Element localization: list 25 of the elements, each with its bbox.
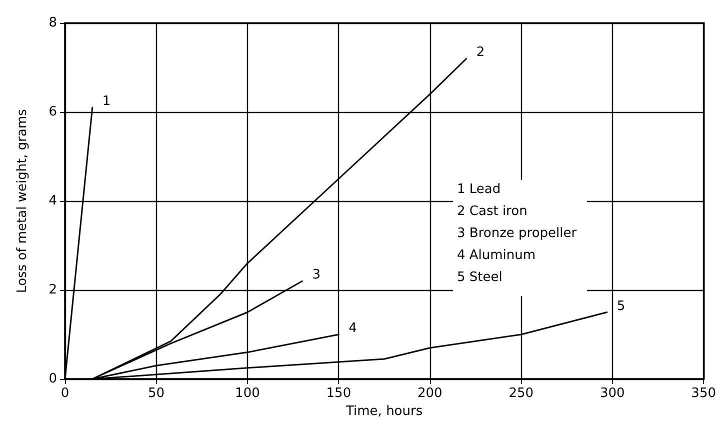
- y-tick-label: 0: [48, 372, 57, 386]
- annotation: 2 Cast iron: [457, 204, 528, 219]
- x-tick-label: 350: [691, 386, 716, 401]
- x-tick-label: 300: [600, 386, 625, 401]
- x-tick-label: 250: [508, 386, 534, 401]
- y-tick-label: 4: [48, 194, 57, 208]
- y-tick-label: 6: [48, 104, 57, 120]
- y-tick-label: 8: [48, 16, 57, 30]
- y-tick-label: 2: [48, 282, 57, 298]
- x-tick-label: 200: [417, 386, 442, 401]
- y-axis-title: Loss of metal weight, grams: [15, 108, 30, 293]
- x-tick-label: 100: [235, 386, 260, 401]
- series-label: 5: [616, 298, 626, 314]
- x-axis-title: Time, hours: [344, 404, 423, 419]
- annotation: 5 Steel: [457, 270, 502, 285]
- x-tick-label: 0: [60, 386, 70, 401]
- series-label: 2: [476, 45, 485, 60]
- annotation: 3 Bronze propeller: [457, 226, 578, 241]
- series-label: 3: [312, 268, 320, 283]
- series-label: 1: [102, 94, 111, 110]
- x-tick-label: 50: [148, 386, 164, 401]
- annotation: 1 Lead: [457, 182, 501, 197]
- x-tick-label: 150: [326, 386, 352, 401]
- annotation: 4 Aluminum: [457, 248, 536, 263]
- series-label: 4: [348, 321, 357, 336]
